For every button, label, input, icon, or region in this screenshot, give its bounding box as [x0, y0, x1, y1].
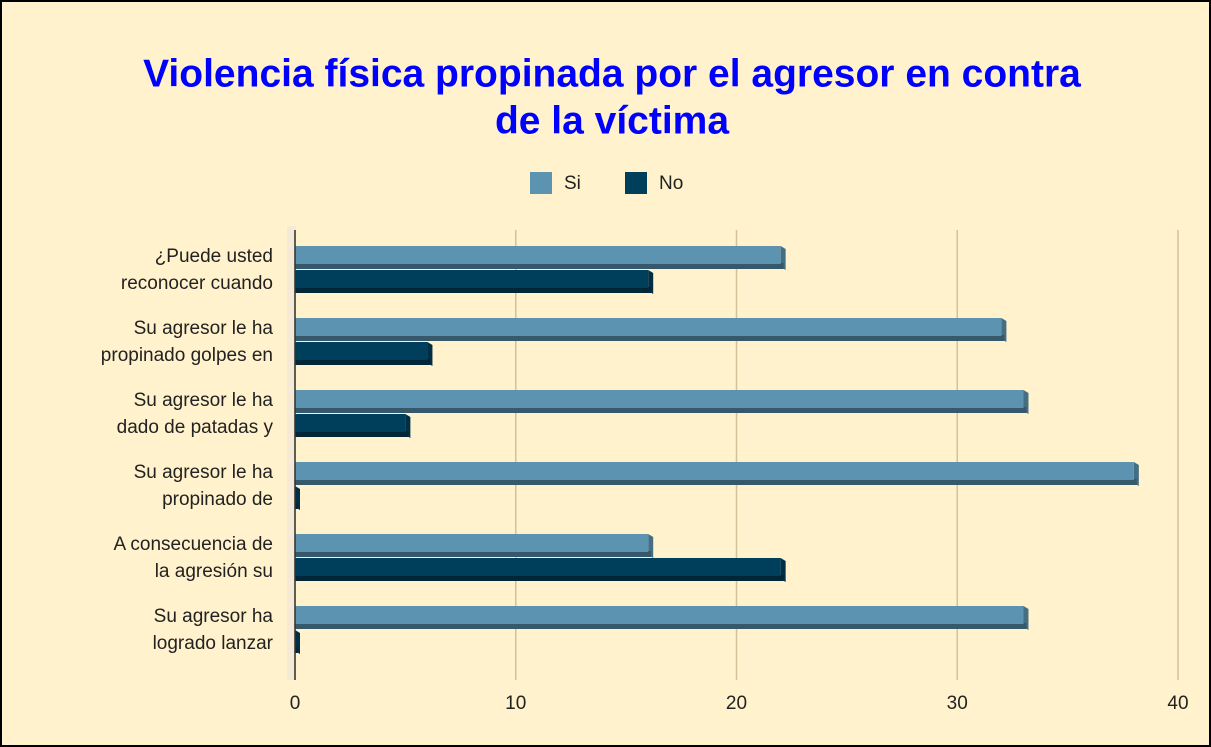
x-tick-label: 10	[505, 693, 526, 714]
y-tick-label: propinado de	[162, 489, 273, 510]
x-tick-label: 40	[1167, 693, 1188, 714]
bar-bottom	[295, 287, 652, 293]
bar-bottom	[295, 647, 298, 653]
y-tick-label: ¿Puede usted	[155, 246, 273, 267]
x-tick-label: 30	[947, 693, 968, 714]
y-tick-label: Su agresor le ha	[134, 318, 274, 339]
legend-label: Si	[564, 173, 581, 194]
bar	[295, 606, 1024, 624]
bar-bottom	[295, 503, 298, 509]
x-tick-label: 0	[290, 693, 301, 714]
bar	[295, 246, 781, 264]
chart-title: Violencia física propinada por el agreso…	[143, 52, 1081, 95]
y-tick-label: A consecuencia de	[113, 534, 273, 555]
legend-swatch	[625, 172, 647, 194]
legend-label: No	[659, 173, 683, 194]
axis-wall	[287, 226, 296, 680]
bar-bottom	[295, 431, 409, 437]
bar-bottom	[295, 407, 1027, 413]
x-tick-label: 20	[726, 693, 747, 714]
chart-title: de la víctima	[495, 99, 729, 142]
bar-bottom	[295, 263, 784, 269]
bar	[295, 534, 649, 552]
bar-bottom	[295, 623, 1027, 629]
y-tick-label: dado de patadas y	[117, 417, 274, 438]
bar-bottom	[295, 551, 652, 557]
y-tick-label: Su agresor le ha	[134, 390, 274, 411]
y-tick-label: Su agresor ha	[154, 606, 274, 627]
bar-bottom	[295, 359, 431, 365]
bar-bottom	[295, 479, 1137, 485]
bar-bottom	[295, 335, 1005, 341]
y-tick-label: reconocer cuando	[121, 273, 273, 294]
bar	[295, 318, 1002, 336]
legend-swatch	[530, 172, 552, 194]
y-tick-label: logrado lanzar	[153, 633, 274, 654]
bar	[295, 414, 406, 432]
bar	[295, 390, 1024, 408]
bar-bottom	[295, 575, 784, 581]
bar	[295, 462, 1134, 480]
y-tick-label: Su agresor le ha	[134, 462, 274, 483]
bar	[295, 342, 428, 360]
bar	[295, 558, 781, 576]
bar	[295, 270, 649, 288]
y-tick-label: la agresión su	[155, 561, 273, 582]
y-tick-label: propinado golpes en	[101, 345, 273, 366]
